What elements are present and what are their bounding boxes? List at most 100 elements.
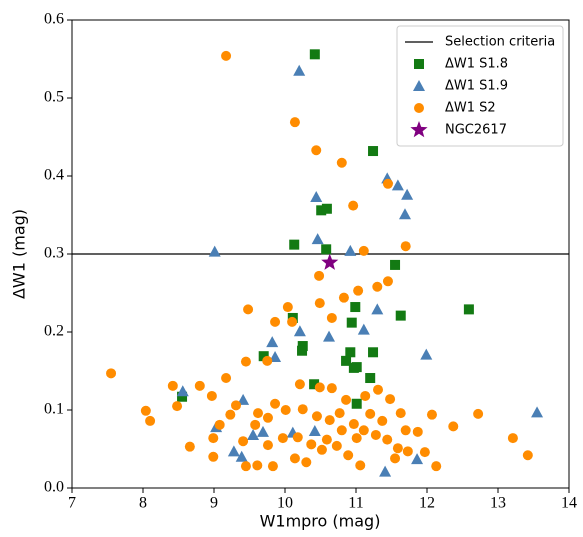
triangle-marker	[208, 245, 221, 257]
circle-marker	[326, 383, 337, 394]
square-marker	[258, 351, 269, 362]
triangle-marker	[311, 233, 324, 245]
circle-marker	[238, 436, 249, 447]
circle-marker	[360, 390, 371, 401]
circle-marker	[348, 200, 359, 211]
circle-marker	[341, 394, 352, 405]
triangle-marker	[293, 64, 306, 76]
triangle-marker	[293, 325, 306, 337]
circle-marker	[370, 429, 381, 440]
circle-marker	[292, 432, 303, 443]
y-tick-label: 0.5	[44, 89, 64, 106]
circle-marker	[400, 241, 411, 252]
square-marker	[345, 347, 356, 358]
circle-marker	[270, 316, 281, 327]
circle-marker	[334, 408, 345, 419]
circle-marker	[282, 302, 293, 313]
circle-marker	[311, 145, 322, 156]
circle-marker	[270, 398, 281, 409]
square-marker	[309, 379, 320, 390]
circle-marker	[231, 400, 242, 411]
circle-marker	[306, 439, 317, 450]
triangle-marker	[391, 179, 404, 191]
circle-marker	[351, 433, 362, 444]
triangle-marker	[411, 453, 424, 465]
y-tick-label: 0.1	[44, 401, 64, 418]
circle-marker	[314, 382, 325, 393]
triangle-marker	[379, 465, 392, 477]
circle-marker	[214, 419, 225, 430]
triangle-marker	[357, 323, 370, 335]
circle-marker	[250, 419, 261, 430]
circle-marker	[426, 409, 437, 420]
square-marker	[368, 146, 379, 157]
x-tick-label: 8	[139, 495, 147, 512]
x-tick-label: 10	[277, 495, 293, 512]
circle-marker	[194, 380, 205, 391]
circle-marker	[348, 419, 359, 430]
star-marker	[321, 253, 339, 270]
triangle-marker	[398, 208, 411, 220]
circle-marker	[336, 157, 347, 168]
circle-marker	[106, 368, 117, 379]
circle-marker	[314, 298, 325, 309]
legend-label: NGC2617	[445, 123, 507, 138]
circle-marker	[243, 304, 254, 315]
triangle-marker	[344, 244, 357, 256]
circle-marker	[240, 461, 251, 472]
circle-marker	[373, 384, 384, 395]
circle-marker	[377, 415, 388, 426]
circle-marker	[311, 411, 322, 422]
circle-marker	[221, 373, 232, 384]
circle-marker	[382, 276, 393, 287]
circle-marker	[262, 412, 273, 423]
square-marker	[350, 302, 361, 313]
circle-marker	[382, 434, 393, 445]
circle-marker	[390, 453, 401, 464]
triangle-marker	[256, 425, 269, 437]
square-marker	[289, 239, 300, 250]
circle-marker	[382, 178, 393, 189]
circle-marker	[385, 394, 396, 405]
triangle-marker	[237, 393, 250, 405]
y-tick-label: 0.4	[44, 167, 64, 184]
circle-marker	[431, 461, 442, 472]
circle-marker	[402, 446, 413, 457]
circle-marker	[336, 425, 347, 436]
circle-marker	[289, 117, 300, 128]
legend-label: ΔW1 S2	[445, 101, 496, 116]
x-tick-label: 9	[210, 495, 218, 512]
circle-marker	[343, 450, 354, 461]
square-marker	[321, 203, 332, 214]
circle-marker	[267, 461, 278, 472]
y-tick-label: 0.2	[44, 323, 64, 340]
circle-marker	[392, 443, 403, 454]
square-marker	[395, 310, 406, 321]
triangle-marker	[323, 330, 336, 342]
triangle-marker	[401, 188, 414, 200]
circle-marker	[206, 390, 217, 401]
triangle-marker	[531, 406, 544, 418]
circle-marker	[287, 316, 298, 327]
x-axis-label: W1mpro (mag)	[260, 512, 381, 531]
circle-marker	[353, 285, 364, 296]
triangle-marker	[371, 303, 384, 315]
x-tick-label: 13	[490, 495, 506, 512]
x-tick-label: 7	[68, 495, 76, 512]
x-tick-label: 11	[348, 495, 363, 512]
circle-marker	[289, 453, 300, 464]
square-marker	[309, 49, 320, 60]
triangle-marker	[420, 348, 433, 360]
circle-marker	[301, 457, 312, 468]
circle-marker	[522, 450, 533, 461]
circle-marker	[473, 408, 484, 419]
circle-marker	[172, 401, 183, 412]
circle-marker	[414, 103, 424, 113]
triangle-marker	[310, 191, 323, 203]
circle-marker	[252, 460, 263, 471]
triangle-marker	[235, 450, 248, 462]
square-marker	[316, 205, 327, 216]
triangle-marker	[308, 425, 321, 437]
circle-marker	[277, 433, 288, 444]
